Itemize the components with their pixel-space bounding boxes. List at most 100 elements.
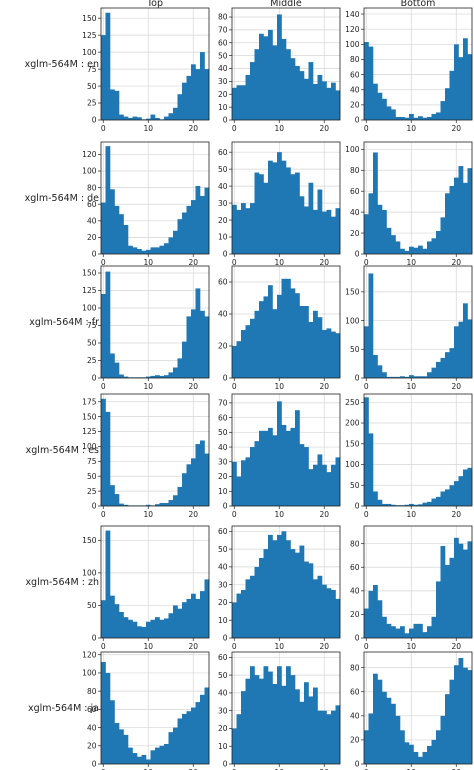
panel-r3-c0-bar-17: [177, 486, 183, 506]
panel-r4-c2-bar-19: [449, 557, 455, 638]
panel-r1-c1-bar-0: [232, 204, 237, 254]
panel-r5-c1-ytick-label-3: 30: [218, 706, 228, 715]
panel-r3-c1-bar-6: [259, 430, 264, 506]
panel-r3-c2-bar-10: [409, 503, 414, 506]
panel-r3-c2-bar-2: [373, 491, 378, 506]
panel-r0-c1-bar-12: [286, 49, 291, 120]
panel-r0-c0-ytick-label-2: 50: [87, 82, 97, 91]
panel-r5-c0-bar-4: [119, 729, 124, 764]
panel-r1-c0-bar-14: [164, 243, 169, 254]
panel-r2-c1-bar-15: [299, 306, 305, 378]
panel-r5-c2-ytick-label-3: 60: [350, 687, 360, 696]
panel-r0-c2-ytick-label-6: 120: [345, 25, 360, 34]
panel-r1-c2-bar-18: [445, 193, 450, 254]
panel-r4-c1-bar-4: [250, 575, 255, 638]
panel-r3-c0-bar-16: [173, 495, 178, 506]
panel-r3-c1-frame: [231, 393, 341, 507]
panel-r3-c2-bar-23: [467, 467, 473, 506]
panel-r4-c0-bar-22: [200, 591, 205, 638]
panel-r0-c2-bar-16: [436, 112, 441, 120]
panel-r4-c2-ytick-label-2: 40: [350, 587, 360, 596]
panel-r4-c1-bar-19: [317, 575, 323, 638]
panel-r1-c0-xtick-label-2: 20: [188, 258, 198, 267]
panel-r4-c0-bar-17: [177, 608, 183, 638]
panel-r1-c2-ytick-label-3: 60: [350, 187, 360, 196]
panel-r2-c1-ytick-label-2: 40: [218, 310, 228, 319]
panel-r0-c2-bar-2: [373, 83, 378, 120]
panel-r1-c2-bar-22: [463, 182, 468, 254]
panel-r4-c0-bar-13: [159, 619, 165, 638]
panel-r0-c1-bar-9: [272, 45, 278, 121]
panel-r2-c1-bar-8: [268, 285, 273, 378]
panel-r5-c1-ytick-label-6: 60: [218, 653, 228, 662]
panel-r2-c0-bar-13: [159, 375, 165, 378]
panel-r0-c1-bar-1: [236, 85, 242, 120]
panel-r5-c1-bar-6: [259, 678, 264, 764]
panel-r0-c0-bar-11: [150, 114, 156, 120]
panel-r5-c1-bar-15: [299, 701, 305, 764]
panel-r3-c0-bar-2: [110, 485, 115, 506]
panel-r5-c1-bar-13: [290, 675, 296, 764]
panel-r1-c1-xtick-label-0: 0: [232, 258, 237, 267]
panel-r0-c0-bar-3: [114, 90, 120, 120]
panel-r2-c2-xtick-label-1: 10: [406, 382, 416, 391]
panel-r0-c1-ytick-label-3: 30: [218, 77, 228, 86]
panel-r4-c1-xtick-label-2: 20: [319, 642, 329, 651]
panel-r4-c1-ytick-label-6: 60: [218, 527, 228, 536]
panel-r0-c1-bar-3: [245, 74, 251, 120]
panel-r5-c1-bar-9: [272, 684, 278, 764]
panel-r0-c0-bar-2: [110, 89, 115, 120]
panel-r2-c2-bar-6: [391, 376, 396, 378]
panel-r3-c1-bar-13: [290, 427, 296, 506]
panel-r2-c2-bar-10: [409, 375, 414, 378]
panel-r1-c1-bar-6: [259, 174, 264, 254]
panel-r1-c1-bar-8: [268, 160, 273, 254]
panel-r0-c0-bar-14: [164, 116, 169, 120]
panel-r2-c2-bar-20: [454, 326, 459, 378]
panel-r0-c0-frame: [100, 7, 210, 121]
panel-r3-c1-bar-19: [317, 454, 323, 506]
panel-r3-c2-bar-7: [395, 505, 401, 506]
panel-r2-c2-bar-19: [449, 348, 455, 378]
panel-r1-c2-bar-3: [377, 204, 383, 254]
panel-r2-c0-ytick-label-2: 50: [87, 339, 97, 348]
panel-r1-c2-bar-13: [422, 248, 428, 254]
panel-r2-c2-bar-13: [422, 376, 428, 378]
panel-r3-c0-bar-14: [164, 503, 169, 506]
panel-r0-c1-ytick-label-2: 20: [218, 90, 228, 99]
panel-r4-c0-bar-6: [128, 619, 133, 638]
panel-r3-c1-bar-8: [268, 427, 273, 506]
row-label-4: xglm-564M : zh: [25, 577, 99, 588]
panel-r3-c2-ytick-label-5: 250: [345, 398, 360, 407]
panel-r4-c2-bar-16: [436, 581, 441, 638]
panel-r3-c0-bar-1: [105, 411, 111, 506]
panel-r2-c1-bar-11: [281, 278, 287, 378]
panel-r4-c1-bar-16: [304, 561, 309, 638]
panel-r0-c2-bar-8: [400, 116, 405, 120]
panel-r4-c0-bar-15: [168, 613, 174, 638]
panel-r0-c2-bar-5: [386, 106, 392, 120]
panel-r1-c0-bar-5: [123, 224, 129, 254]
panel-r4-c0-bar-1: [105, 530, 111, 638]
panel-r4-c0-bar-9: [141, 626, 147, 638]
panel-r0-c1-bar-4: [250, 62, 255, 120]
panel-r4-c1-bar-22: [331, 590, 336, 638]
panel-r0-c2-bar-12: [418, 116, 423, 120]
panel-r0-c1-ytick-label-6: 60: [218, 38, 228, 47]
panel-r5-c2-bar-14: [427, 745, 432, 764]
panel-r3-c1-bar-3: [245, 457, 251, 506]
panel-r2-c1-bar-9: [272, 309, 278, 378]
panel-r5-c1-bar-2: [241, 691, 246, 764]
panel-r0-c0-ytick-label-5: 125: [82, 31, 97, 40]
panel-r4-c1-bar-1: [236, 593, 242, 638]
panel-r5-c2-bar-12: [418, 756, 423, 764]
panel-r5-c1-bar-19: [317, 710, 323, 764]
panel-r4-c0-bar-19: [186, 598, 192, 638]
panel-r4-c0-bar-16: [173, 605, 178, 638]
panel-r0-c1-xtick-label-1: 10: [274, 124, 284, 133]
panel-r1-c2-bar-19: [449, 185, 455, 254]
panel-r5-c2-bar-4: [382, 691, 387, 764]
panel-r5-c1-bar-23: [335, 705, 341, 764]
panel-r0-c2-bar-10: [409, 113, 414, 120]
